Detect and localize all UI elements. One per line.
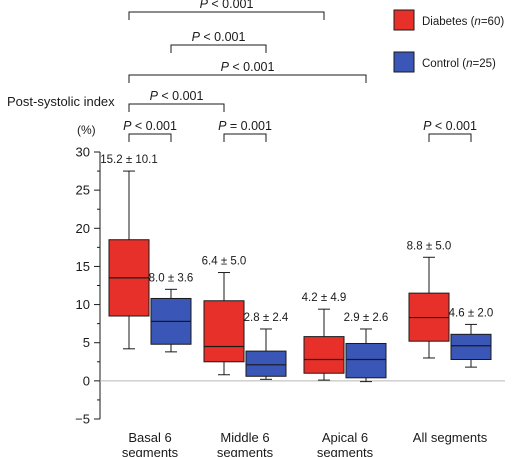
significance-bracket: P < 0.001 [128, 0, 325, 20]
y-tick-label: 15 [76, 259, 90, 274]
p-value-label: P < 0.001 [221, 60, 275, 74]
p-value-label: P < 0.001 [192, 30, 246, 44]
mean-sd-label: 4.6 ± 2.0 [449, 307, 494, 319]
significance-layer: P < 0.001 P < 0.001 P < 0.001 P < 0.001 P < … [123, 0, 477, 142]
y-tick-label: 0 [83, 373, 90, 388]
legend-item: Diabetes (n=60) [393, 9, 504, 31]
mean-sd-label: 4.2 ± 4.9 [302, 292, 347, 304]
p-value-label: P < 0.001 [150, 89, 204, 103]
legend-swatch [393, 9, 415, 31]
y-tick-label: −5 [75, 412, 90, 427]
y-tick-label: 30 [76, 145, 90, 160]
y-axis-unit: (%) [77, 123, 96, 137]
significance-bracket: P < 0.001 [128, 89, 225, 112]
box-diabetes: 8.8 ± 5.0 [407, 240, 452, 359]
box-iqr [303, 336, 345, 374]
y-axis-title: Post-systolic index [7, 94, 115, 109]
box-iqr [245, 350, 287, 377]
p-value-label: P = 0.001 [218, 119, 272, 133]
significance-bracket: P < 0.001 [423, 119, 477, 142]
significance-bracket: P < 0.001 [128, 60, 367, 83]
x-category-label: All segments [413, 430, 488, 445]
x-category-label: segments [217, 445, 274, 457]
bracket-line [428, 133, 472, 142]
box-control: 2.8 ± 2.4 [244, 312, 289, 380]
mean-sd-label: 2.9 ± 2.6 [344, 312, 389, 324]
bracket-line [128, 11, 325, 20]
legend: Diabetes (n=60) Control (n=25) [393, 9, 504, 73]
box-iqr [345, 342, 387, 379]
legend-label: Control (n=25) [422, 58, 496, 70]
box-layer: 15.2 ± 10.1 6.4 ± 5.0 4.2 ± 4.9 8.8 ± 5.0 8.… [100, 154, 494, 383]
x-category-label: segments [317, 445, 374, 457]
bracket-line [128, 133, 172, 142]
box-diabetes: 15.2 ± 10.1 [100, 154, 158, 350]
y-tick-label: 20 [76, 221, 90, 236]
y-tick-label: 5 [83, 335, 90, 350]
box-diabetes: 6.4 ± 5.0 [202, 256, 247, 376]
p-value-label: P < 0.001 [123, 119, 177, 133]
mean-sd-label: 8.0 ± 3.6 [149, 272, 194, 284]
box-diabetes: 4.2 ± 4.9 [302, 292, 347, 381]
bracket-line [128, 103, 225, 112]
bracket-line [223, 133, 267, 142]
bracket-line [170, 44, 267, 53]
y-tick-label: 25 [76, 183, 90, 198]
bracket-line [128, 74, 367, 83]
mean-sd-label: 8.8 ± 5.0 [407, 240, 452, 252]
x-category-label: Apical 6 [322, 430, 368, 445]
mean-sd-label: 6.4 ± 5.0 [202, 256, 247, 268]
significance-bracket: P < 0.001 [123, 119, 177, 142]
x-category-label: Middle 6 [220, 430, 269, 445]
box-control: 2.9 ± 2.6 [344, 312, 389, 383]
p-value-label: P < 0.001 [423, 119, 477, 133]
box-control: 8.0 ± 3.6 [149, 272, 194, 353]
legend-item: Control (n=25) [393, 51, 496, 73]
box-control: 4.6 ± 2.0 [449, 307, 494, 368]
significance-bracket: P < 0.001 [170, 30, 267, 53]
legend-label: Diabetes (n=60) [422, 16, 504, 28]
box-iqr [203, 300, 245, 363]
x-category-label: segments [122, 445, 179, 457]
legend-swatch [393, 51, 415, 73]
significance-bracket: P = 0.001 [218, 119, 272, 142]
mean-sd-label: 2.8 ± 2.4 [244, 312, 289, 324]
mean-sd-label: 15.2 ± 10.1 [100, 154, 157, 166]
x-category-label: Basal 6 [128, 430, 171, 445]
box-iqr [450, 333, 492, 360]
y-tick-label: 10 [76, 297, 90, 312]
p-value-label: P < 0.001 [200, 0, 254, 11]
